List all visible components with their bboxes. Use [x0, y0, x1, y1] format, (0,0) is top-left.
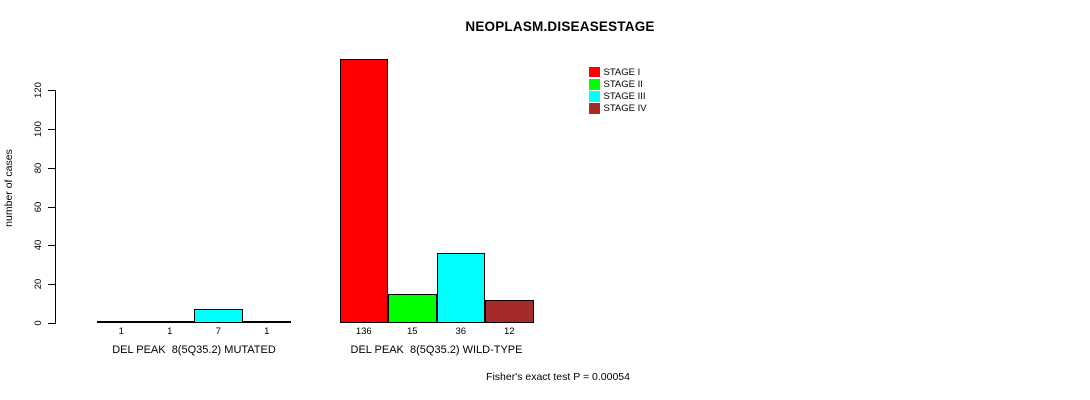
legend-row: STAGE I: [589, 66, 647, 78]
bar-value-label: 15: [406, 326, 418, 337]
y-tick: [48, 207, 55, 209]
bar-value-label: 12: [503, 326, 515, 337]
legend-swatch: [589, 66, 600, 78]
bar: [388, 294, 437, 323]
chart-title: NEOPLASM.DISEASESTAGE: [465, 19, 655, 34]
bar-value-label: 1: [118, 326, 124, 337]
legend-swatch: [589, 103, 600, 114]
legend-label: STAGE III: [603, 90, 646, 102]
legend-row: STAGE III: [589, 90, 647, 102]
y-tick-label: 60: [32, 201, 44, 213]
bar-value-label: 1: [264, 326, 270, 337]
y-tick-label: 0: [32, 320, 44, 326]
y-tick: [48, 129, 55, 131]
group-label: DEL PEAK 8(5Q35.2) MUTATED: [112, 344, 276, 356]
y-tick-label: 20: [32, 278, 44, 290]
y-tick-label: 80: [32, 162, 44, 174]
y-tick-label: 40: [32, 239, 44, 251]
group-label: DEL PEAK 8(5Q35.2) WILD-TYPE: [350, 344, 523, 356]
y-tick-label: 120: [32, 82, 44, 98]
bar: [339, 59, 388, 323]
legend-label: STAGE II: [603, 78, 643, 90]
legend-swatch: [589, 79, 600, 90]
bar-value-label: 36: [455, 326, 467, 337]
y-axis-line: [55, 90, 57, 324]
y-tick: [48, 284, 55, 286]
bar: [242, 321, 291, 323]
y-tick: [48, 90, 55, 92]
legend-label: STAGE I: [603, 66, 641, 78]
legend-swatch: [589, 91, 600, 102]
stat-annotation: Fisher's exact test P = 0.00054: [486, 371, 630, 383]
bar: [485, 300, 534, 323]
legend-row: STAGE II: [589, 78, 647, 90]
bar: [97, 321, 146, 323]
bar-value-label: 136: [355, 326, 372, 337]
legend-row: STAGE IV: [589, 103, 647, 115]
bar: [145, 321, 194, 323]
legend: STAGE I STAGE II STAGE III STAGE IV: [589, 66, 647, 115]
y-tick-label: 100: [32, 121, 44, 137]
y-tick: [48, 245, 55, 247]
bar: [194, 309, 243, 323]
bar-value-label: 1: [167, 326, 173, 337]
y-tick: [48, 168, 55, 170]
bar: [436, 253, 485, 323]
bar-value-label: 7: [215, 326, 221, 337]
legend-label: STAGE IV: [603, 103, 647, 115]
y-tick: [48, 323, 55, 325]
